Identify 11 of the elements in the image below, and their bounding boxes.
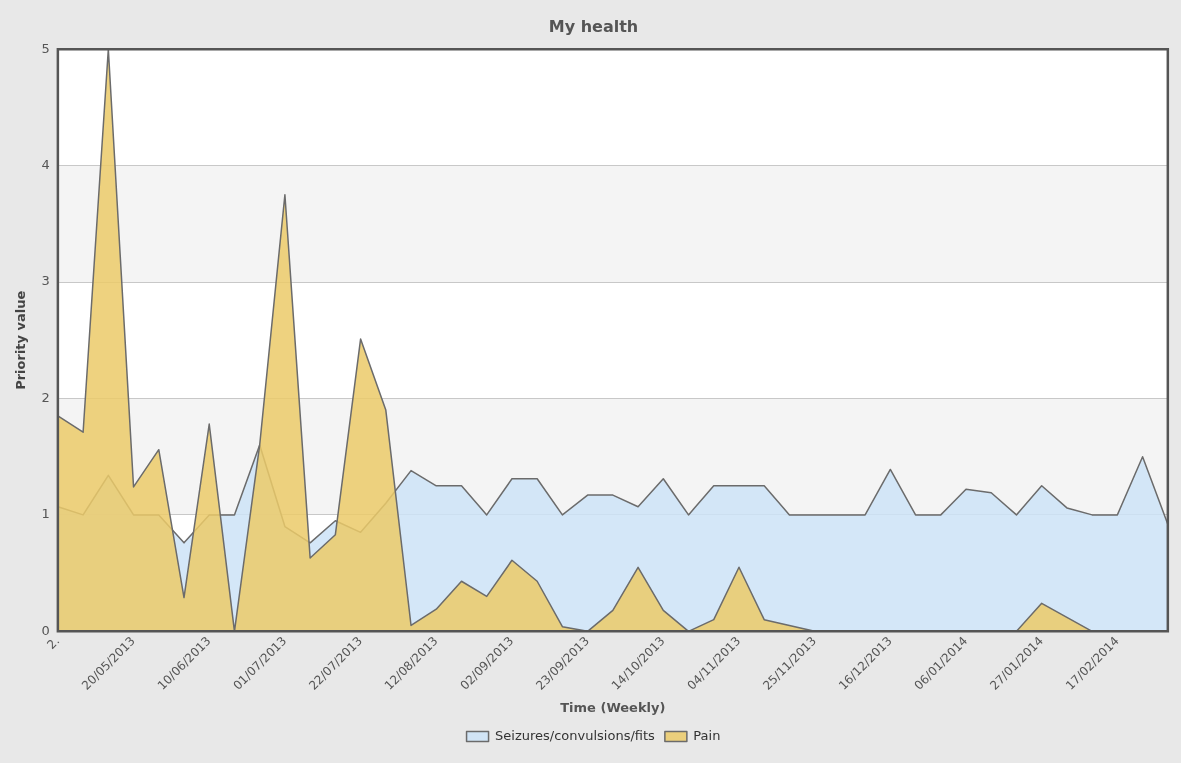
y-tick-label: 3 xyxy=(41,273,50,289)
legend-label: Seizures/convulsions/fits xyxy=(495,727,656,743)
chart-title: My health xyxy=(548,16,639,36)
y-tick-label: 2 xyxy=(41,389,50,405)
y-tick-label: 4 xyxy=(41,157,50,172)
x-axis-title: Time (Weekly) xyxy=(560,699,666,715)
legend-label: Pain xyxy=(693,727,721,743)
y-tick-label: 1 xyxy=(41,506,50,522)
y-axis-title: Priority value xyxy=(13,290,29,390)
y-tick-label: 0 xyxy=(41,622,50,638)
y-tick-label: 5 xyxy=(41,40,50,56)
